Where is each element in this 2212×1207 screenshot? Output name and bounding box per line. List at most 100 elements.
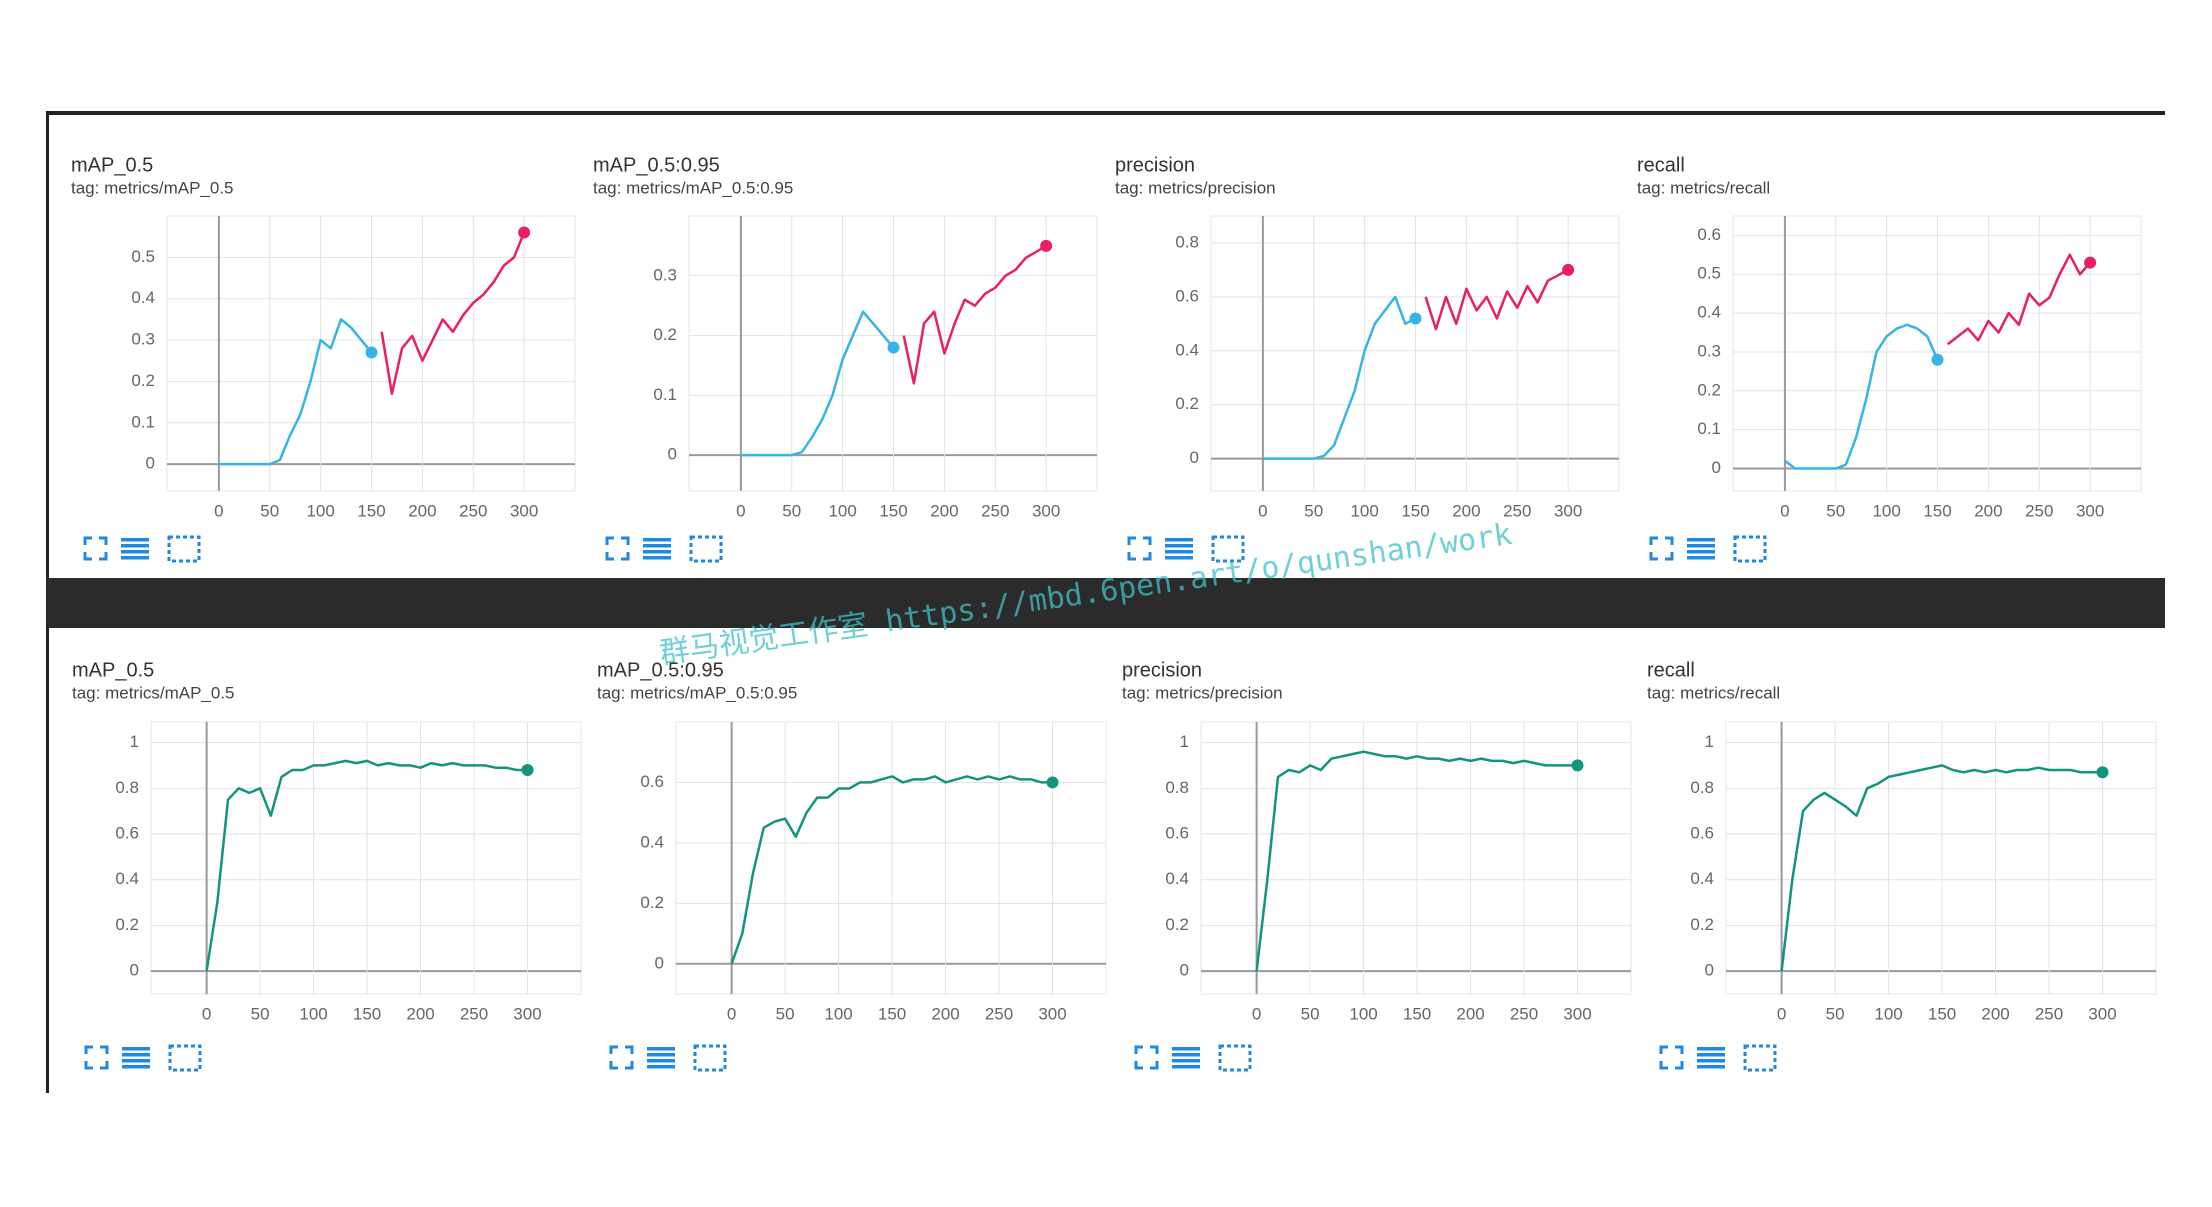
end-point bbox=[1046, 776, 1059, 789]
x-tick-label: 100 bbox=[299, 1004, 327, 1023]
expand-icon[interactable] bbox=[609, 1045, 634, 1070]
expand-icon[interactable] bbox=[605, 536, 630, 561]
y-tick-label: 0.5 bbox=[131, 247, 155, 266]
x-tick-label: 300 bbox=[1554, 501, 1582, 520]
y-tick-label: 0 bbox=[130, 961, 139, 980]
end-point bbox=[887, 341, 900, 354]
x-tick-label: 0 bbox=[736, 501, 745, 520]
x-tick-label: 100 bbox=[1350, 501, 1378, 520]
plot-frame bbox=[675, 721, 1107, 995]
end-point bbox=[1409, 312, 1422, 325]
series-line bbox=[1424, 268, 1569, 331]
x-tick-label: 200 bbox=[1452, 501, 1480, 520]
x-tick-label: 300 bbox=[1038, 1004, 1066, 1023]
fit-icon[interactable] bbox=[168, 1044, 202, 1072]
x-tick-label: 50 bbox=[1826, 1004, 1845, 1023]
data-icon-line bbox=[643, 544, 671, 548]
x-tick-label: 0 bbox=[214, 501, 223, 520]
data-icon[interactable] bbox=[1172, 1047, 1200, 1069]
fit-icon[interactable] bbox=[1743, 1044, 1777, 1072]
y-tick-label: 0.1 bbox=[653, 385, 677, 404]
data-icon-line bbox=[647, 1047, 675, 1051]
data-icon[interactable] bbox=[1687, 538, 1715, 560]
y-tick-label: 0.2 bbox=[1690, 915, 1714, 934]
expand-icon[interactable] bbox=[83, 536, 108, 561]
plot-frame bbox=[150, 721, 582, 995]
x-tick-label: 50 bbox=[1826, 501, 1845, 520]
fit-icon[interactable] bbox=[693, 1044, 727, 1072]
x-tick-label: 200 bbox=[1456, 1004, 1484, 1023]
data-icon[interactable] bbox=[643, 538, 671, 560]
expand-icon[interactable] bbox=[1659, 1045, 1684, 1070]
expand-icon[interactable] bbox=[1649, 536, 1674, 561]
fit-icon[interactable] bbox=[1218, 1044, 1252, 1072]
x-tick-label: 100 bbox=[1872, 501, 1900, 520]
data-icon[interactable] bbox=[121, 538, 149, 560]
x-tick-label: 250 bbox=[459, 501, 487, 520]
x-tick-label: 50 bbox=[782, 501, 801, 520]
fit-icon[interactable] bbox=[1733, 535, 1767, 563]
x-tick-label: 150 bbox=[1403, 1004, 1431, 1023]
x-tick-label: 100 bbox=[828, 501, 856, 520]
y-tick-label: 0.4 bbox=[1690, 869, 1714, 888]
plot-frame bbox=[1732, 215, 2142, 492]
y-tick-label: 0.8 bbox=[1690, 778, 1714, 797]
x-tick-label: 250 bbox=[1503, 501, 1531, 520]
end-point bbox=[1571, 759, 1584, 772]
data-icon[interactable] bbox=[122, 1047, 150, 1069]
expand-icon[interactable] bbox=[1127, 536, 1152, 561]
y-tick-label: 0.4 bbox=[640, 832, 664, 851]
chart-title: precision bbox=[1122, 659, 1202, 681]
chart-title: mAP_0.5 bbox=[71, 154, 153, 176]
data-icon-line bbox=[1165, 544, 1193, 548]
x-tick-label: 300 bbox=[510, 501, 538, 520]
data-icon-line bbox=[1165, 550, 1193, 554]
x-tick-label: 100 bbox=[1349, 1004, 1377, 1023]
y-tick-label: 1 bbox=[130, 732, 139, 751]
plot-frame bbox=[1210, 215, 1620, 492]
plot-frame bbox=[1725, 721, 2157, 995]
expand-icon[interactable] bbox=[1134, 1045, 1159, 1070]
data-icon-line bbox=[1697, 1065, 1725, 1069]
x-tick-label: 200 bbox=[930, 501, 958, 520]
data-icon[interactable] bbox=[1697, 1047, 1725, 1069]
data-icon-line bbox=[643, 550, 671, 554]
data-icon-line bbox=[1687, 550, 1715, 554]
x-tick-label: 250 bbox=[2025, 501, 2053, 520]
y-tick-label: 0.2 bbox=[1697, 380, 1721, 399]
x-tick-label: 100 bbox=[824, 1004, 852, 1023]
fit-icon[interactable] bbox=[1211, 535, 1245, 563]
data-icon-line bbox=[643, 538, 671, 542]
data-icon-line bbox=[1172, 1047, 1200, 1051]
y-tick-label: 0.8 bbox=[1165, 778, 1189, 797]
y-tick-label: 0.1 bbox=[1697, 419, 1721, 438]
x-tick-label: 200 bbox=[1981, 1004, 2009, 1023]
y-tick-label: 0.4 bbox=[1165, 869, 1189, 888]
chart-subtitle: tag: metrics/recall bbox=[1647, 683, 1780, 702]
series-line bbox=[740, 310, 895, 457]
y-tick-label: 0.2 bbox=[1165, 915, 1189, 934]
data-icon-line bbox=[1165, 538, 1193, 542]
chart-title: recall bbox=[1637, 154, 1685, 176]
fit-icon[interactable] bbox=[167, 535, 201, 563]
x-tick-label: 150 bbox=[1401, 501, 1429, 520]
x-tick-label: 150 bbox=[1928, 1004, 1956, 1023]
plot-frame bbox=[688, 215, 1098, 492]
x-tick-label: 200 bbox=[931, 1004, 959, 1023]
data-icon-line bbox=[1172, 1059, 1200, 1063]
series-line bbox=[380, 232, 526, 396]
y-tick-label: 0.4 bbox=[115, 869, 139, 888]
end-point bbox=[365, 346, 378, 359]
x-tick-label: 250 bbox=[2035, 1004, 2063, 1023]
data-icon[interactable] bbox=[1165, 538, 1193, 560]
x-tick-label: 150 bbox=[878, 1004, 906, 1023]
data-icon[interactable] bbox=[647, 1047, 675, 1069]
chart-title: mAP_0.5:0.95 bbox=[593, 154, 720, 176]
x-tick-label: 200 bbox=[406, 1004, 434, 1023]
expand-icon[interactable] bbox=[84, 1045, 109, 1070]
x-tick-label: 50 bbox=[260, 501, 279, 520]
fit-icon[interactable] bbox=[689, 535, 723, 563]
y-tick-label: 0.6 bbox=[1697, 225, 1721, 244]
chart-subtitle: tag: metrics/precision bbox=[1115, 178, 1276, 197]
